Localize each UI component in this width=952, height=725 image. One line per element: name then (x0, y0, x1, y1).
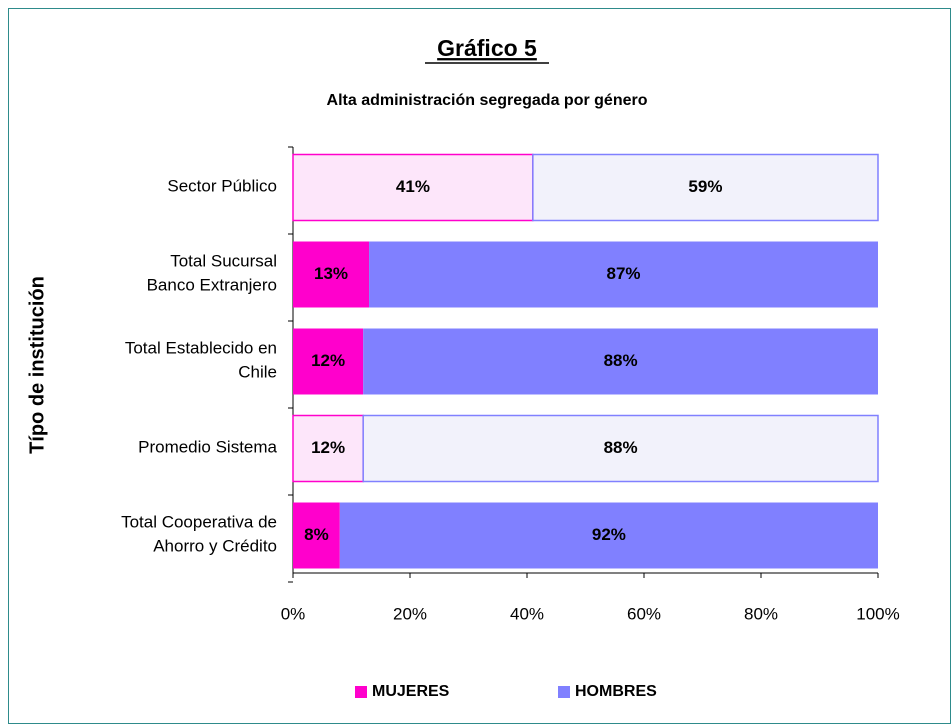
y-tick-label: Total Cooperativa de Ahorro y Crédito (121, 513, 277, 556)
data-label: 88% (604, 351, 638, 370)
bar-segment (293, 241, 370, 308)
data-label: 92% (592, 525, 626, 544)
data-label: 8% (304, 525, 329, 544)
bar-segment (532, 153, 879, 222)
legend-label: MUJERES (372, 683, 450, 700)
bar-segment (363, 328, 878, 395)
data-label: 41% (396, 177, 430, 196)
data-label: 12% (311, 351, 345, 370)
data-label: 88% (604, 438, 638, 457)
chart-title: Gráfico 5 (437, 35, 537, 61)
data-label: 12% (311, 438, 345, 457)
x-tick-label: 20% (393, 604, 427, 623)
x-tick-label: 80% (744, 604, 778, 623)
x-tick-label: 40% (510, 604, 544, 623)
bar-segment (362, 414, 879, 483)
legend-label: HOMBRES (575, 683, 657, 700)
bar-segment (293, 502, 340, 569)
data-label: 59% (688, 177, 722, 196)
y-axis-label: Típo de institución (26, 276, 48, 454)
x-tick-label: 60% (627, 604, 661, 623)
data-label: 13% (314, 264, 348, 283)
legend-swatch (558, 686, 570, 698)
y-tick-label: Sector Público (167, 177, 277, 196)
bar-segment (339, 502, 878, 569)
bar-segment (293, 328, 364, 395)
y-tick-label: Total Sucursal Banco Extranjero (147, 252, 277, 295)
y-tick-label: Total Establecido en Chile (125, 339, 277, 382)
legend-swatch (355, 686, 367, 698)
x-tick-label: 0% (281, 604, 306, 623)
bar-segment (369, 241, 878, 308)
x-tick-label: 100% (856, 604, 899, 623)
bar-segment (292, 414, 364, 483)
chart-subtitle: Alta administración segregada por género (327, 92, 648, 109)
data-label: 87% (607, 264, 641, 283)
y-tick-label: Promedio Sistema (138, 438, 277, 457)
